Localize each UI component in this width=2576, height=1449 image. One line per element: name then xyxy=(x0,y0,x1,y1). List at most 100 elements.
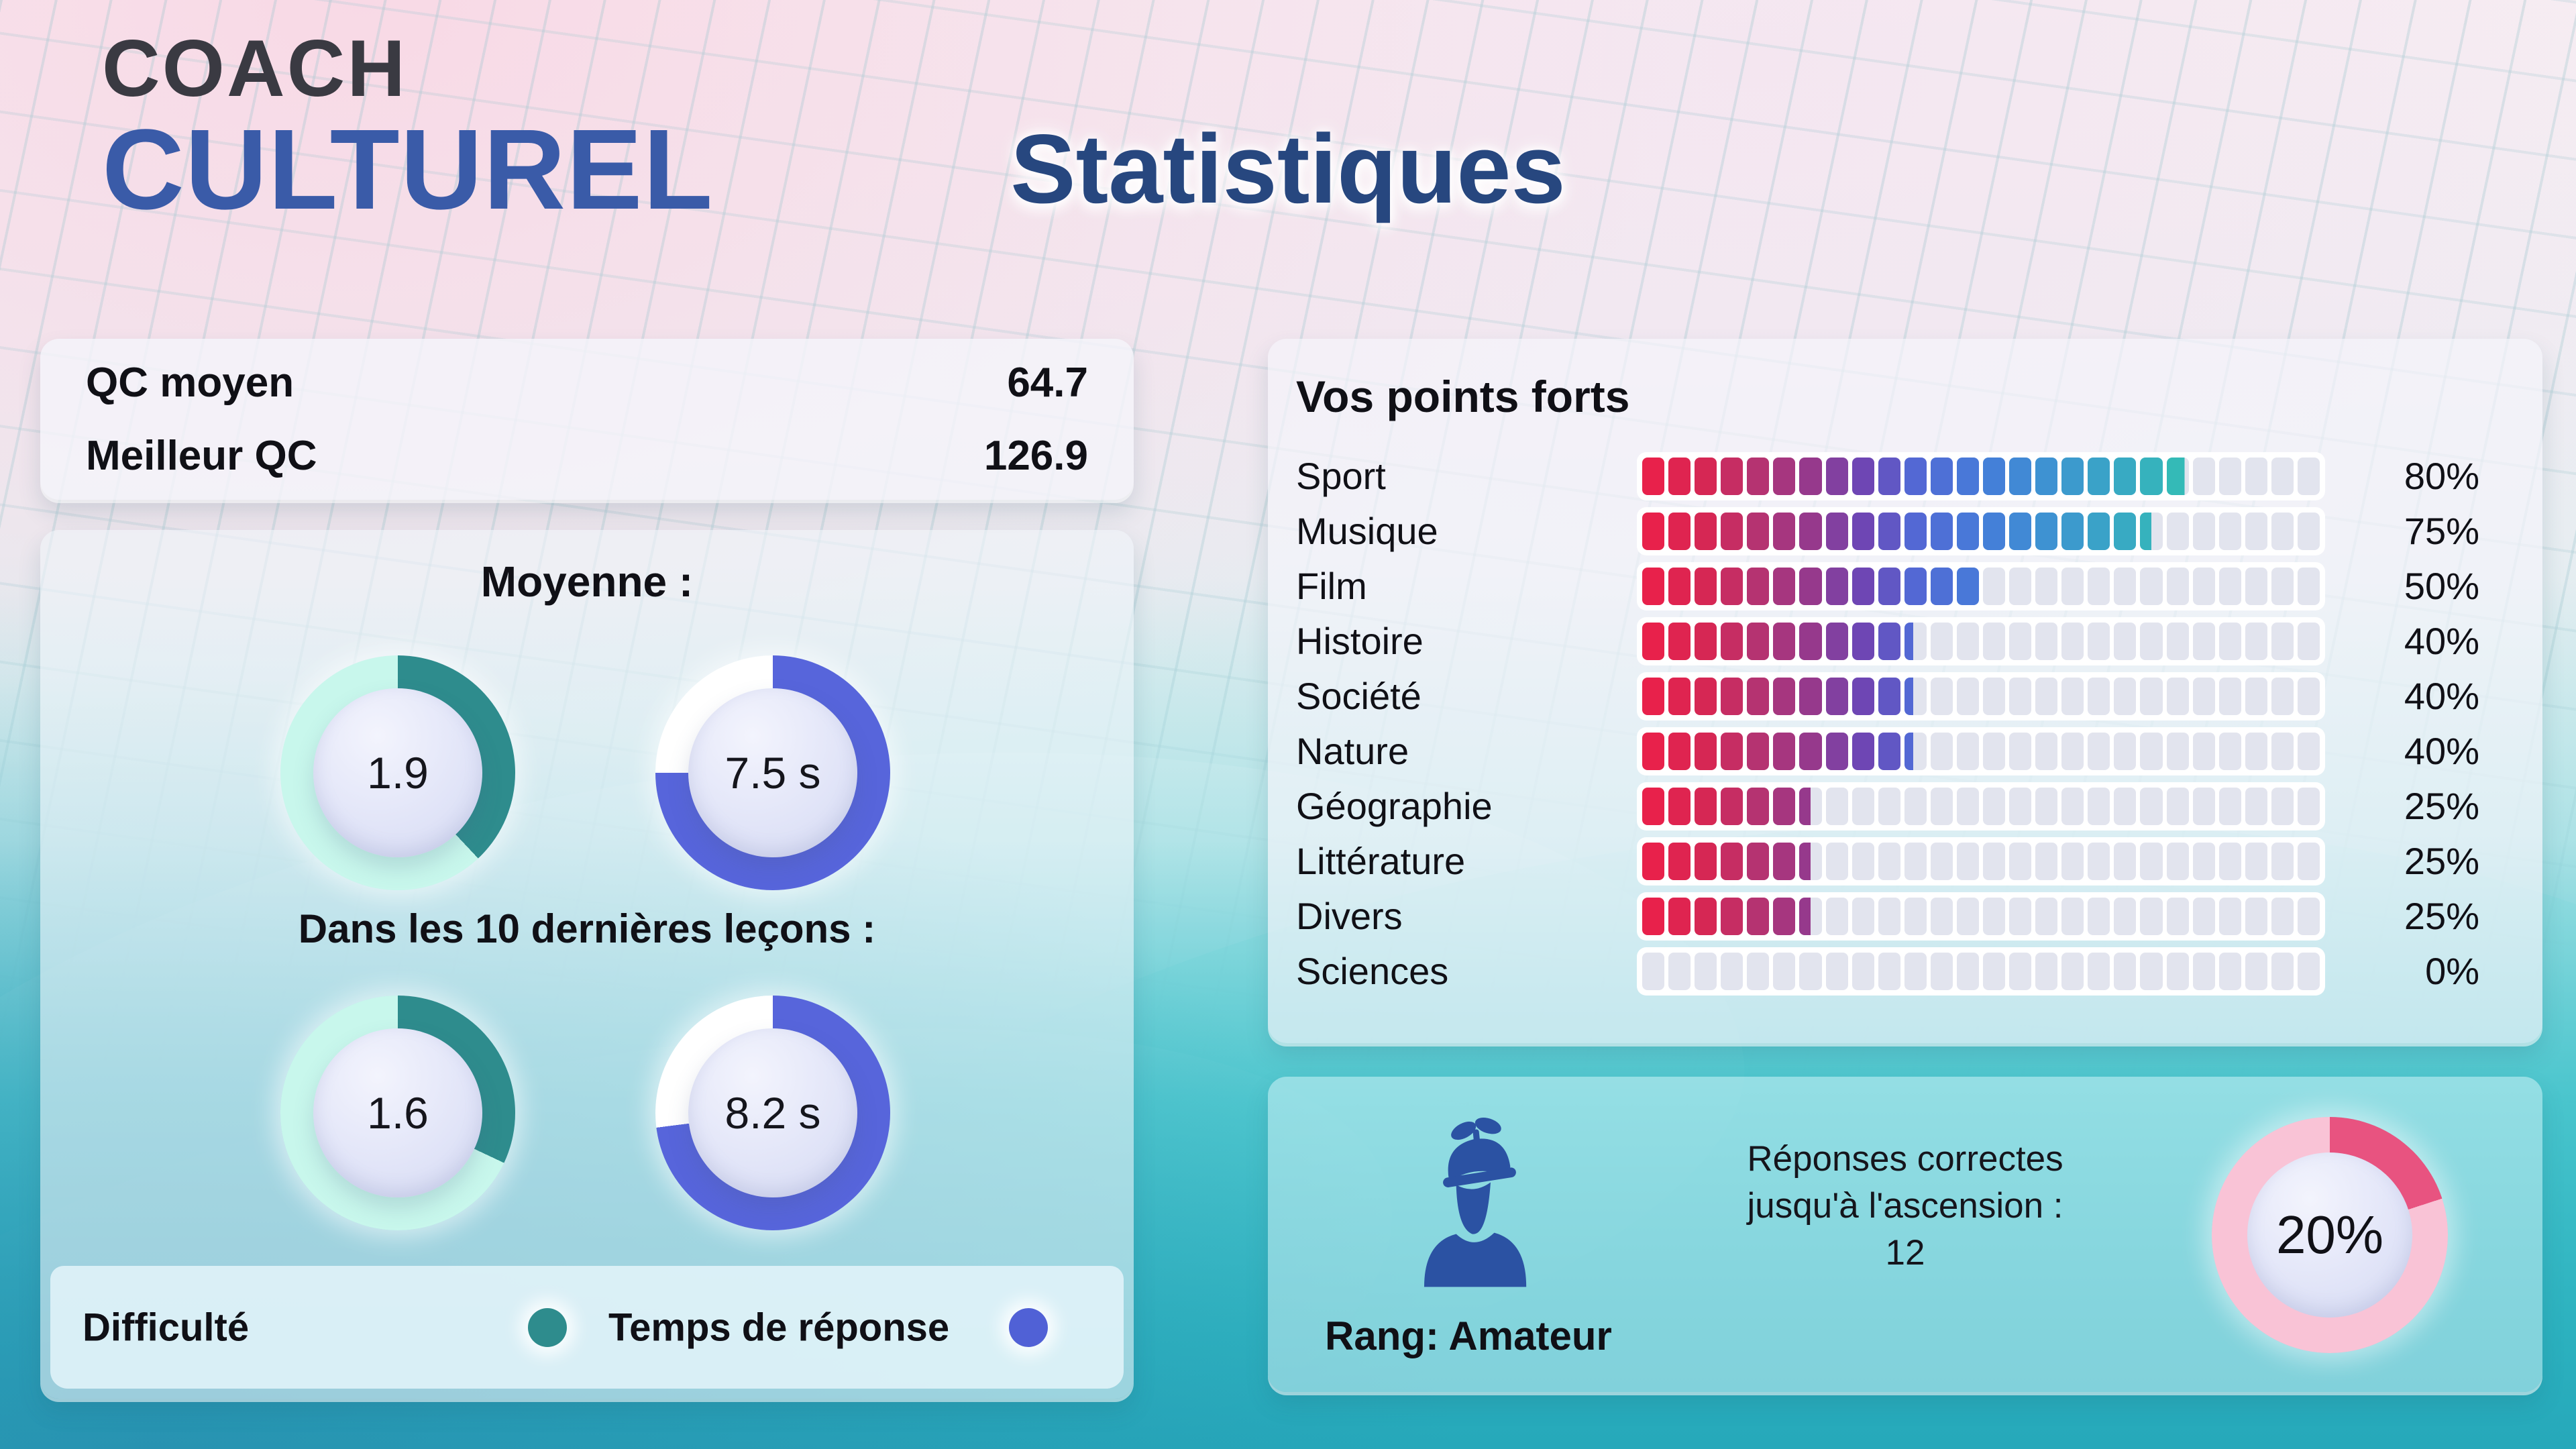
ascension-text: Réponses correctes jusqu'à l'ascension :… xyxy=(1684,1136,2127,1277)
bar-segment xyxy=(2218,788,2241,825)
bar-segment xyxy=(1904,733,1927,770)
app-logo: COACH CULTUREL xyxy=(102,25,713,231)
bar-segment xyxy=(2035,898,2058,935)
bar-segment xyxy=(1773,733,1796,770)
gauge-label: 7.5 s xyxy=(724,748,821,798)
bar-segment xyxy=(1878,953,1900,990)
bar-segment xyxy=(1904,623,1927,660)
qc-best-value: 126.9 xyxy=(983,433,1088,479)
bar-segment xyxy=(2114,843,2137,880)
bar-segment xyxy=(2192,678,2215,715)
bar-segment xyxy=(1695,788,1717,825)
segmented-progress-bar xyxy=(1637,672,2325,720)
bar-segment xyxy=(2245,513,2267,550)
qc-best-label: Meilleur QC xyxy=(86,433,317,479)
bar-segment xyxy=(2297,898,2320,935)
bar-segment xyxy=(2035,843,2058,880)
percent-label: 25% xyxy=(2404,785,2479,827)
bar-segment xyxy=(1851,843,1874,880)
bar-segment xyxy=(1773,513,1796,550)
bar-segment xyxy=(1878,568,1900,605)
bar-segment xyxy=(1983,678,2006,715)
strength-row: Géographie 25% xyxy=(1268,782,2542,830)
bar-segment xyxy=(2166,458,2189,495)
bar-segment xyxy=(1747,953,1770,990)
bar-segment xyxy=(2035,733,2058,770)
bar-segment xyxy=(1668,843,1691,880)
category-label: Musique xyxy=(1296,510,1438,552)
bar-segment xyxy=(1904,843,1927,880)
bar-segment xyxy=(1930,843,1953,880)
bar-segment xyxy=(1773,678,1796,715)
bar-segment xyxy=(1956,623,1980,660)
averages-panel: Moyenne : 1.9 7.5 s Dans les 10 dernière… xyxy=(40,530,1134,1399)
bar-segment xyxy=(2140,678,2163,715)
segmented-progress-bar xyxy=(1637,452,2325,500)
bar-segment xyxy=(2009,678,2032,715)
bar-segment xyxy=(1799,898,1822,935)
category-label: Histoire xyxy=(1296,620,1424,662)
bar-segment xyxy=(1668,678,1691,715)
bar-segment xyxy=(2166,733,2189,770)
bar-segment xyxy=(1642,623,1665,660)
bar-segment xyxy=(1983,513,2006,550)
gauge-value: 1.9 xyxy=(313,688,482,857)
segmented-progress-bar xyxy=(1637,837,2325,885)
bar-segment xyxy=(1825,843,1848,880)
bar-segment xyxy=(2192,898,2215,935)
strengths-panel: Vos points forts Sport 80% Musique 75% Film 5… xyxy=(1268,339,2542,1043)
bar-segment xyxy=(2297,623,2320,660)
bar-segment xyxy=(1956,678,1980,715)
bar-segment xyxy=(2245,458,2267,495)
category-label: Film xyxy=(1296,565,1367,607)
bar-segment xyxy=(2245,568,2267,605)
bar-segment xyxy=(1983,788,2006,825)
bar-segment xyxy=(2140,513,2163,550)
bar-segment xyxy=(2088,678,2110,715)
bar-segment xyxy=(1642,458,1665,495)
bar-segment xyxy=(2297,568,2320,605)
qc-average-row: QC moyen 64.7 xyxy=(86,359,1088,407)
bar-segment xyxy=(1747,623,1770,660)
ascension-line-2: jusqu'à l'ascension : xyxy=(1747,1185,2063,1226)
bar-segment xyxy=(1825,953,1848,990)
bar-segment xyxy=(1878,678,1900,715)
bar-segment xyxy=(1799,678,1822,715)
bar-segment xyxy=(1773,568,1796,605)
bar-segment xyxy=(1904,458,1927,495)
bar-segment xyxy=(2271,678,2294,715)
bar-segment xyxy=(2166,678,2189,715)
bar-segment xyxy=(1825,733,1848,770)
bar-segment xyxy=(2061,788,2084,825)
gauge-label: 1.6 xyxy=(367,1088,429,1138)
bar-segment xyxy=(1747,513,1770,550)
bar-segment xyxy=(2297,678,2320,715)
bar-segment xyxy=(1956,788,1980,825)
bar-segment xyxy=(2140,568,2163,605)
percent-label: 50% xyxy=(2404,565,2479,607)
bar-segment xyxy=(1695,568,1717,605)
bar-segment xyxy=(1956,458,1980,495)
bar-segment xyxy=(1878,898,1900,935)
last-lessons-subtitle: Dans les 10 dernières leçons : xyxy=(298,906,876,951)
bar-segment xyxy=(1825,458,1848,495)
bar-segment xyxy=(1851,898,1874,935)
bar-segment xyxy=(1721,898,1743,935)
bar-segment xyxy=(2166,898,2189,935)
bar-segment xyxy=(1904,678,1927,715)
bar-segment xyxy=(2035,788,2058,825)
segmented-progress-bar xyxy=(1637,892,2325,941)
bar-segment xyxy=(1668,788,1691,825)
gauge-value: 1.6 xyxy=(313,1028,482,1197)
bar-segment xyxy=(1721,568,1743,605)
segmented-progress-bar xyxy=(1637,562,2325,610)
bar-segment xyxy=(2192,458,2215,495)
bar-segment xyxy=(2009,788,2032,825)
bar-segment xyxy=(2166,843,2189,880)
bar-segment xyxy=(2140,843,2163,880)
percent-label: 75% xyxy=(2404,510,2479,552)
bar-segment xyxy=(2140,623,2163,660)
bar-segment xyxy=(1642,513,1665,550)
logo-line-2: CULTUREL xyxy=(102,105,714,233)
bar-segment xyxy=(2218,623,2241,660)
